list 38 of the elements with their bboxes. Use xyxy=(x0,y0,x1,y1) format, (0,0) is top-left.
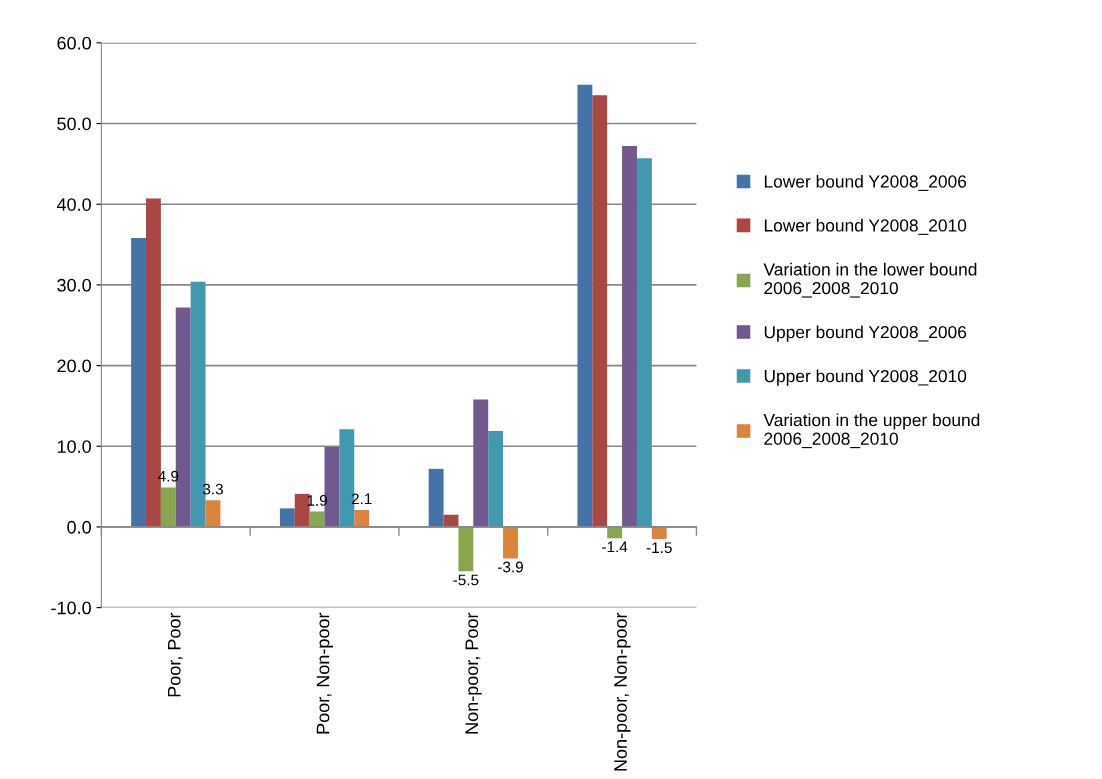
bar xyxy=(279,508,295,527)
y-tick-label: 10.0 xyxy=(57,440,91,453)
x-tick-label: Poor, Non-poor xyxy=(316,612,333,734)
y-tick-label: 20.0 xyxy=(57,359,91,373)
bar xyxy=(651,526,667,540)
bar xyxy=(160,487,176,527)
data-label: -5.5 xyxy=(453,574,479,586)
data-label: -3.9 xyxy=(498,561,523,573)
bar xyxy=(309,511,325,527)
x-tick-label: Poor, Poor xyxy=(168,612,183,697)
legend-label: Variation in the lower bound 2006_2008_2010 xyxy=(763,262,977,298)
y-tick-label: 60.0 xyxy=(57,36,91,50)
bar xyxy=(592,95,608,527)
bar xyxy=(503,526,518,559)
data-label: -1.5 xyxy=(646,542,672,554)
bar xyxy=(636,158,652,527)
y-tick-label: 0.0 xyxy=(67,520,91,534)
legend-label: Lower bound Y2008_2006 xyxy=(764,174,967,191)
bar xyxy=(473,399,489,527)
bar xyxy=(131,238,147,527)
y-tick-label: -10.0 xyxy=(51,601,91,615)
legend-label: Upper bound Y2008_2006 xyxy=(764,325,967,342)
bar xyxy=(488,430,504,527)
bar xyxy=(354,509,370,527)
bar xyxy=(577,84,593,527)
bar xyxy=(428,468,444,527)
legend-label: Lower bound Y2008_2010 xyxy=(764,218,967,235)
legend-label: Upper bound Y2008_2010 xyxy=(764,369,967,386)
bar xyxy=(622,146,637,527)
data-label: -1.4 xyxy=(602,541,628,553)
y-tick-label: 50.0 xyxy=(57,117,91,131)
x-tick-label: Non-poor, Non-poor xyxy=(614,612,631,771)
y-tick-label: 30.0 xyxy=(57,278,91,292)
bar xyxy=(458,526,474,572)
bar xyxy=(205,500,221,527)
y-tick-label: 40.0 xyxy=(56,198,91,211)
legend-label: Variation in the upper bound 2006_2008_2010 xyxy=(763,413,980,449)
x-tick-label: Non-poor, Poor xyxy=(465,612,482,734)
